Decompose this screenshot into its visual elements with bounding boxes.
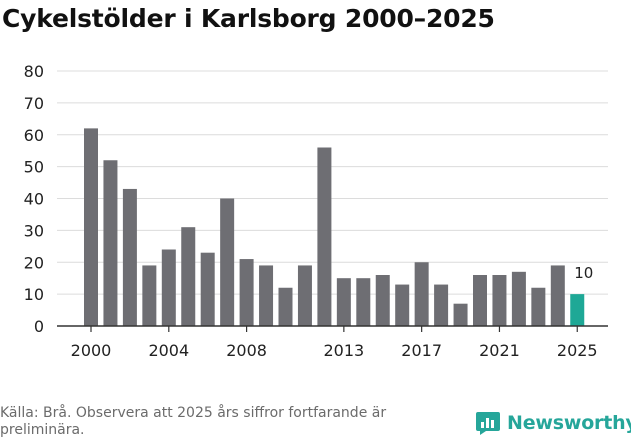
bar-2017 — [414, 262, 429, 326]
x-tick-label: 2008 — [226, 341, 267, 360]
bar-2015 — [375, 275, 390, 326]
x-tick-label: 2004 — [148, 341, 189, 360]
bar-2013 — [336, 278, 351, 326]
brand-name: Newsworthy — [507, 412, 631, 434]
newsworthy-logo-icon — [476, 412, 500, 435]
bar-2005 — [181, 227, 196, 326]
bar-2014 — [356, 278, 371, 326]
bars — [84, 128, 585, 327]
y-tick-label: 30 — [24, 221, 44, 240]
y-tick-label: 0 — [34, 317, 44, 336]
x-tick-label: 2013 — [323, 341, 364, 360]
bar-2009 — [259, 265, 274, 326]
y-tick-label: 50 — [24, 158, 44, 177]
bar-2004 — [161, 249, 176, 326]
bar-2007 — [220, 198, 235, 326]
bar-2006 — [200, 252, 215, 326]
x-tick-label: 2025 — [557, 341, 598, 360]
bar-2010 — [278, 287, 293, 326]
y-tick-label: 10 — [24, 285, 44, 304]
source-note: Källa: Brå. Observera att 2025 års siffr… — [0, 405, 387, 438]
y-tick-label: 80 — [24, 62, 44, 81]
x-axis — [57, 325, 608, 332]
bar-2000 — [84, 128, 98, 327]
bar-2021 — [492, 275, 507, 326]
x-tick-label: 2000 — [71, 341, 112, 360]
bar-2018 — [434, 284, 449, 326]
bar-2025 — [570, 294, 585, 327]
bar-2024 — [550, 265, 565, 326]
x-tick-label: 2021 — [479, 341, 520, 360]
bar-2008 — [239, 259, 254, 326]
grid-lines — [57, 70, 608, 295]
bar-2001 — [103, 160, 118, 326]
labels: 0 10 20 30 40 50 60 70 80 10 2000 2004 2008 2013 2017 2… — [24, 62, 598, 360]
data-label-2025: 10 — [574, 264, 593, 282]
y-tick-label: 40 — [24, 190, 44, 209]
chart-title: Cykelstölder i Karlsborg 2000–2025 — [2, 4, 495, 33]
bar-2011 — [297, 265, 312, 326]
bar-2020 — [473, 275, 487, 326]
bar-2012 — [317, 147, 332, 326]
bar-2023 — [531, 287, 546, 326]
y-tick-label: 70 — [24, 94, 44, 113]
bar-2019 — [453, 303, 468, 326]
bar-2003 — [142, 265, 157, 326]
bar-2002 — [122, 188, 137, 326]
bar-2022 — [511, 271, 526, 326]
y-tick-label: 60 — [24, 126, 44, 145]
brand-logo[interactable]: Newsworthy — [475, 408, 631, 438]
y-tick-label: 20 — [24, 253, 44, 272]
x-tick-label: 2017 — [401, 341, 442, 360]
bar-2016 — [395, 284, 410, 326]
bar-chart: 0 10 20 30 40 50 60 70 80 10 2000 2004 2008 2013 2017 2… — [24, 62, 608, 360]
